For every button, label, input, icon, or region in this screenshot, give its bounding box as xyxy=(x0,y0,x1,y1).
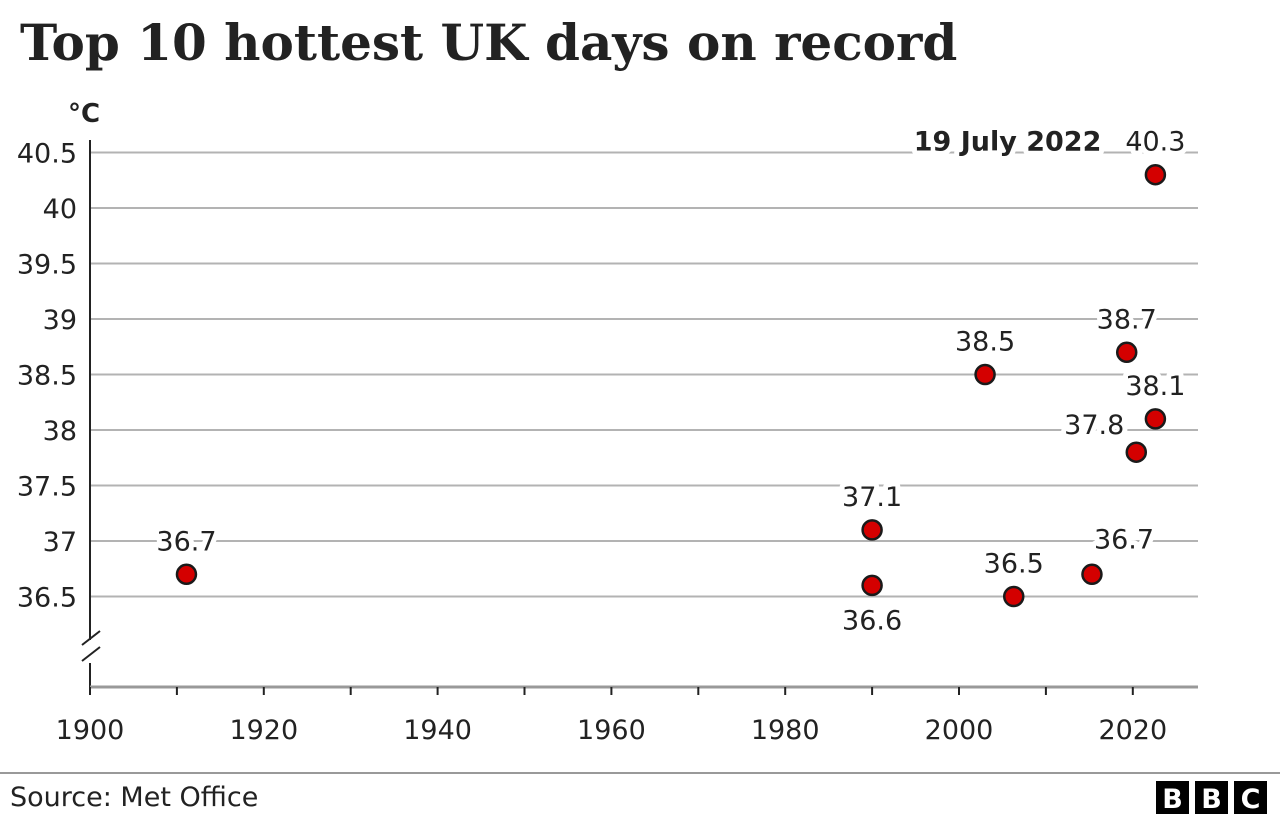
data-label-halo: 37.8 xyxy=(1064,410,1124,441)
bbc-logo-letter: C xyxy=(1241,784,1261,815)
x-tick-label: 2000 xyxy=(925,715,994,746)
data-point xyxy=(1081,563,1103,586)
data-label-halo: 38.5 xyxy=(955,327,1015,358)
data-point xyxy=(1125,441,1148,463)
y-tick-label: 39 xyxy=(43,305,77,336)
data-label-halo: 36.7 xyxy=(1094,524,1154,555)
data-label: 36.5 xyxy=(984,549,1044,580)
data-point xyxy=(1144,408,1167,430)
data-label: 37.8 xyxy=(1064,410,1124,441)
annotation-label: 19 July 2022 xyxy=(914,127,1102,158)
gridlines xyxy=(90,151,1198,598)
data-point xyxy=(1002,585,1025,608)
data-point xyxy=(1144,163,1167,186)
bbc-logo-letter: B xyxy=(1162,784,1183,815)
x-tick-label: 1980 xyxy=(751,715,820,746)
data-point xyxy=(861,519,883,541)
data-label: 36.7 xyxy=(1094,524,1154,555)
data-label-halo: 36.6 xyxy=(842,605,902,636)
data-label-halo: 36.7 xyxy=(156,526,216,557)
y-tick-label: 38.5 xyxy=(17,361,77,392)
tick-labels: 36.5 37 37.5 38 38.5 39 39.5 40 40.5 1900 1920 1940… xyxy=(17,139,1167,747)
data-label: 38.1 xyxy=(1125,371,1185,402)
data-label-halo: 37.1 xyxy=(842,482,902,513)
y-tick-label: 36.5 xyxy=(17,583,77,614)
data-label: 38.5 xyxy=(955,327,1015,358)
bbc-logo-block xyxy=(1234,781,1267,814)
y-tick-label: 39.5 xyxy=(17,250,77,281)
bbc-logo-letter: B xyxy=(1201,784,1222,815)
data-labels: 36.736.737.137.136.636.638.538.536.536.5… xyxy=(151,122,1190,642)
annotation-label-halo: 19 July 2022 xyxy=(914,127,1102,158)
data-label-halo: 40.3 xyxy=(1125,127,1185,158)
data-label: 40.3 xyxy=(1125,127,1185,158)
y-tick-label: 40.5 xyxy=(17,139,77,170)
x-tick-label: 1900 xyxy=(56,715,125,746)
data-label-halo: 36.5 xyxy=(984,549,1044,580)
data-label: 38.7 xyxy=(1097,304,1157,335)
y-tick-label: 40 xyxy=(43,194,77,225)
chart-title: Top 10 hottest UK days on record xyxy=(20,13,957,72)
bbc-logo-block xyxy=(1195,781,1228,814)
data-point xyxy=(175,563,198,586)
data-point xyxy=(861,574,883,597)
x-tick-label: 1940 xyxy=(403,715,472,746)
x-tick-label: 2020 xyxy=(1098,715,1167,746)
y-tick-label: 37.5 xyxy=(17,472,77,503)
data-label-halo: 38.1 xyxy=(1125,371,1185,402)
x-tick-label: 1960 xyxy=(577,715,646,746)
y-tick-label: 37 xyxy=(43,527,77,558)
axis-break-mark xyxy=(81,630,101,646)
data-point xyxy=(1115,341,1138,364)
axes xyxy=(81,140,1198,695)
x-tick-label: 1920 xyxy=(229,715,298,746)
data-label: 36.7 xyxy=(156,526,216,557)
source-note: Source: Met Office xyxy=(10,782,258,813)
axis-break-mark xyxy=(81,646,101,662)
bbc-logo-block xyxy=(1156,781,1189,814)
data-label: 37.1 xyxy=(842,482,902,513)
data-label: 36.6 xyxy=(842,605,902,636)
data-label-halo: 38.7 xyxy=(1097,304,1157,335)
data-point xyxy=(974,363,996,386)
y-tick-label: 38 xyxy=(43,416,77,447)
y-axis-unit: °C xyxy=(68,99,100,129)
data-points xyxy=(175,163,1167,608)
